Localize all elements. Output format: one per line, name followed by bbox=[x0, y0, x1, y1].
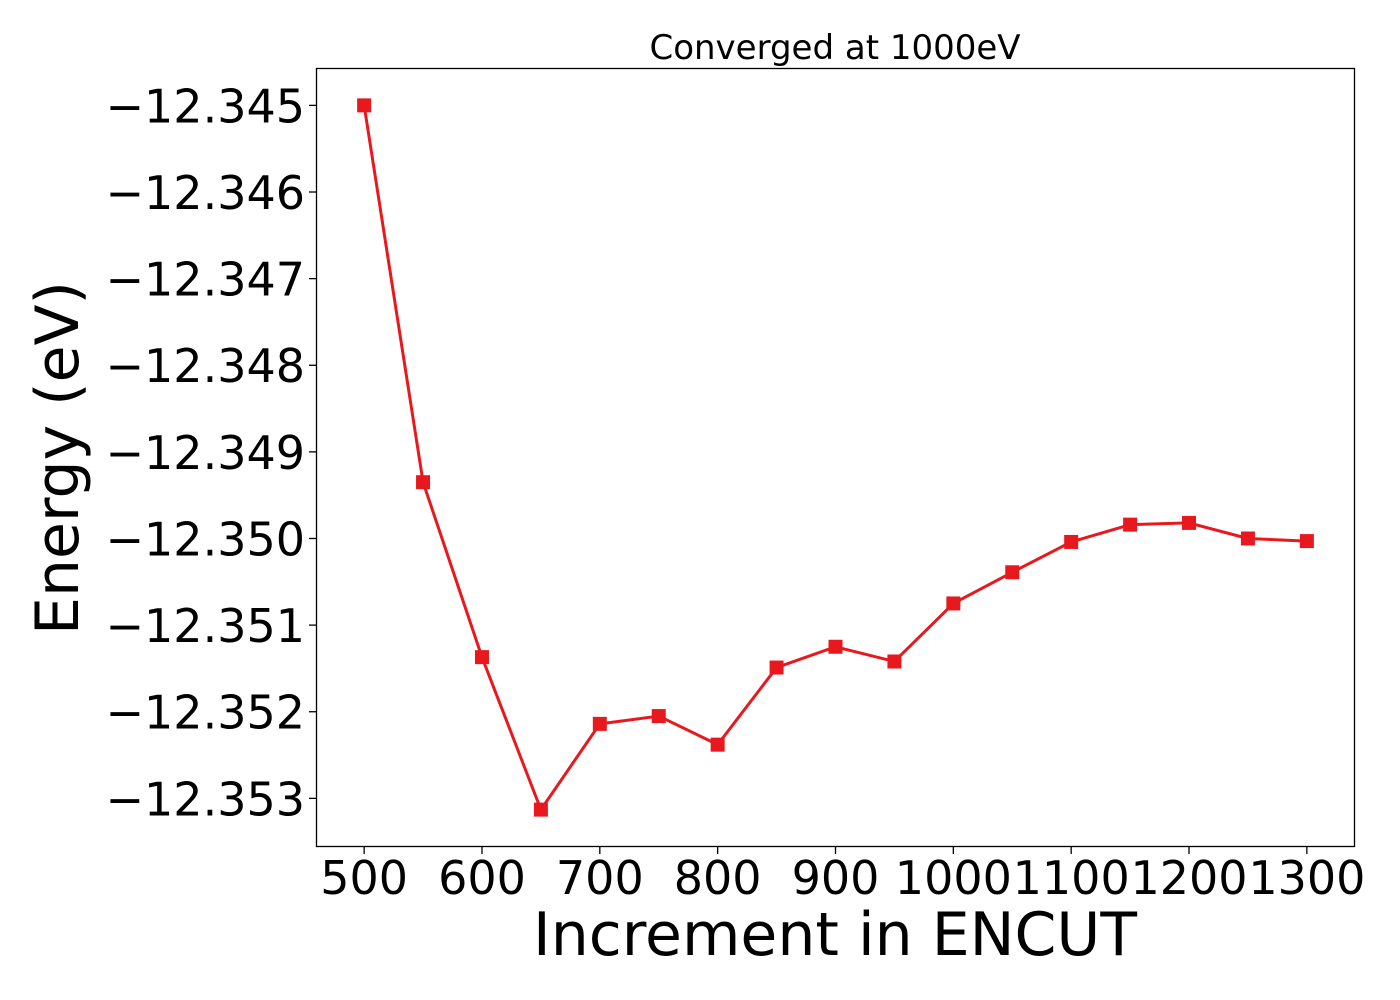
data-point-marker bbox=[769, 660, 784, 675]
series-line bbox=[362, 105, 1307, 812]
x-axis-label: Increment in ENCUT bbox=[533, 900, 1137, 970]
data-point-marker bbox=[651, 709, 666, 724]
data-point-marker bbox=[887, 654, 902, 669]
data-point-marker bbox=[1123, 517, 1138, 532]
y-axis-label: Energy (eV) bbox=[23, 281, 93, 635]
y-tick-label: −12.349 bbox=[106, 426, 306, 480]
x-tick-label: 1300 bbox=[1248, 851, 1365, 905]
data-point-marker bbox=[710, 737, 725, 752]
data-point-marker bbox=[1240, 531, 1255, 546]
x-tick-label: 600 bbox=[438, 851, 526, 905]
data-point-marker bbox=[592, 716, 607, 731]
data-point-marker bbox=[1182, 515, 1197, 530]
y-tick-label: −12.347 bbox=[106, 253, 306, 307]
x-tick-label: 500 bbox=[320, 851, 408, 905]
y-tick-label: −12.346 bbox=[106, 166, 306, 220]
data-point-marker bbox=[1299, 534, 1314, 549]
data-point-marker bbox=[946, 596, 961, 611]
y-tick-label: −12.351 bbox=[106, 599, 306, 653]
x-tick-label: 1200 bbox=[1130, 851, 1247, 905]
data-point-marker bbox=[416, 475, 431, 490]
data-point-marker bbox=[1064, 534, 1079, 549]
data-point-marker bbox=[828, 639, 843, 654]
x-tick-label: 1100 bbox=[1013, 851, 1130, 905]
data-point-marker bbox=[1005, 565, 1020, 580]
data-point-marker bbox=[533, 802, 548, 817]
y-tick-label: −12.353 bbox=[106, 772, 306, 826]
x-tick-label: 1000 bbox=[895, 851, 1012, 905]
data-point-marker bbox=[357, 98, 372, 113]
x-tick-label: 700 bbox=[556, 851, 644, 905]
y-tick-label: −12.348 bbox=[106, 339, 306, 393]
series-layer bbox=[357, 98, 1314, 817]
y-tick-label: −12.345 bbox=[106, 79, 306, 133]
x-tick-label: 800 bbox=[674, 851, 762, 905]
chart-title: Converged at 1000eV bbox=[649, 28, 1020, 68]
y-axis: −12.345 −12.346 −12.347 −12.348 −12.349 −12.3… bbox=[106, 79, 317, 826]
y-tick-label: −12.352 bbox=[106, 686, 306, 740]
x-tick-label: 900 bbox=[792, 851, 880, 905]
x-axis: 500 600 700 800 900 1000 1100 1200 1300 bbox=[320, 846, 1365, 905]
data-point-marker bbox=[474, 650, 489, 665]
plot-area-frame bbox=[315, 67, 1356, 848]
y-tick-label: −12.350 bbox=[106, 512, 306, 566]
